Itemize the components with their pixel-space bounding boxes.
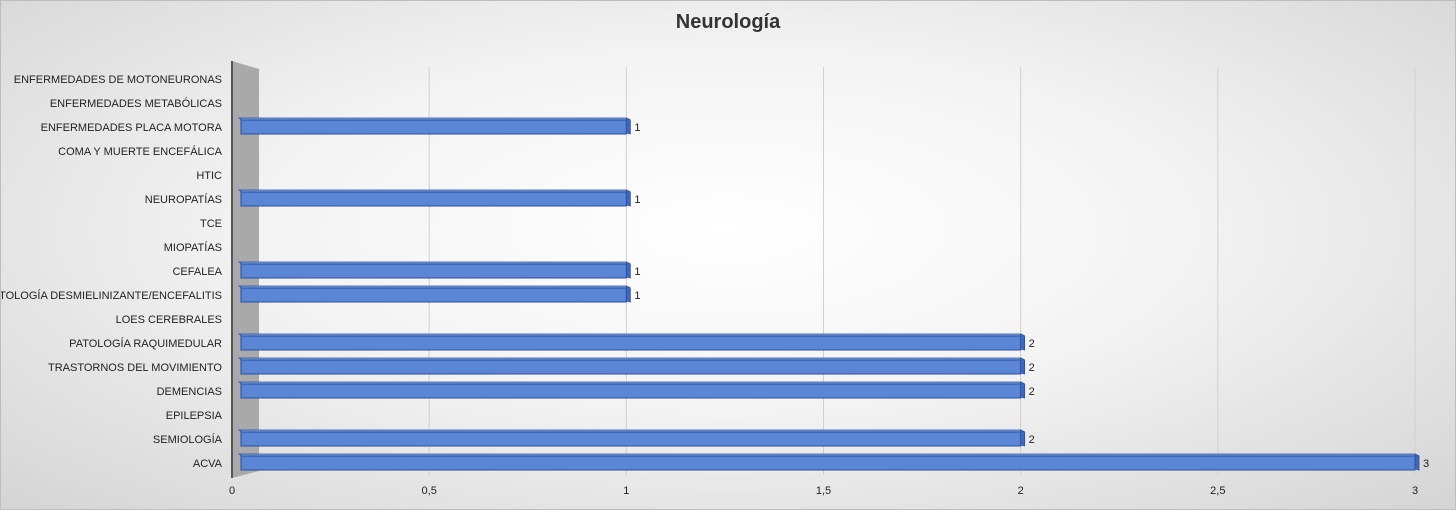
data-label: 2: [1029, 434, 1035, 446]
data-label: 1: [634, 266, 640, 278]
bar-end-face: [1020, 357, 1026, 375]
x-tick-label: 0,5: [422, 485, 437, 497]
bar-end-face: [1020, 333, 1026, 351]
bar: [240, 431, 1022, 447]
category-label: TRASTORNOS DEL MOVIMIENTO: [48, 362, 222, 374]
bar: [240, 191, 627, 207]
bar-end-face: [1020, 429, 1026, 447]
data-label: 1: [634, 194, 640, 206]
data-label: 2: [1029, 362, 1035, 374]
data-label: 2: [1029, 338, 1035, 350]
category-label: DEMENCIAS: [157, 386, 222, 398]
category-label: PATOLOGÍA DESMIELINIZANTE/ENCEFALITIS: [1, 289, 222, 302]
x-tick-label: 3: [1412, 485, 1418, 497]
bar-end-face: [625, 189, 631, 207]
x-tick-label: 1: [623, 485, 629, 497]
bar: [240, 335, 1022, 351]
category-label: CEFALEA: [172, 266, 222, 278]
x-tick-label: 1,5: [816, 485, 831, 497]
bar: [240, 455, 1416, 471]
category-label: COMA Y MUERTE ENCEFÁLICA: [58, 145, 222, 158]
bar-end-face: [1020, 381, 1026, 399]
category-label: NEUROPATÍAS: [145, 193, 222, 206]
category-label: HTIC: [196, 170, 222, 182]
bar-end-face: [625, 117, 631, 135]
data-label: 1: [634, 290, 640, 302]
bar: [240, 119, 627, 135]
data-label: 3: [1423, 458, 1429, 470]
category-label: TCE: [200, 218, 222, 230]
bar: [240, 383, 1022, 399]
category-label: ENFERMEDADES PLACA MOTORA: [41, 122, 223, 134]
bar: [240, 359, 1022, 375]
bar-end-face: [1414, 453, 1420, 471]
bar-end-face: [625, 285, 631, 303]
category-label: ACVA: [193, 458, 223, 470]
bar: [240, 287, 627, 303]
data-label: 1: [634, 122, 640, 134]
category-label: SEMIOLOGÍA: [153, 433, 223, 446]
category-label: ENFERMEDADES METABÓLICAS: [50, 97, 222, 110]
x-tick-label: 0: [229, 485, 235, 497]
category-label: ENFERMEDADES DE MOTONEURONAS: [14, 74, 222, 86]
x-tick-label: 2: [1018, 485, 1024, 497]
category-label: PATOLOGÍA RAQUIMEDULAR: [69, 337, 222, 350]
chart-title: Neurología: [675, 11, 781, 33]
category-label: MIOPATÍAS: [164, 241, 222, 254]
x-tick-label: 2,5: [1210, 485, 1225, 497]
category-label: LOES CEREBRALES: [116, 314, 222, 326]
bar: [240, 263, 627, 279]
bar-end-face: [625, 261, 631, 279]
category-label: EPILEPSIA: [166, 410, 223, 422]
data-label: 2: [1029, 386, 1035, 398]
